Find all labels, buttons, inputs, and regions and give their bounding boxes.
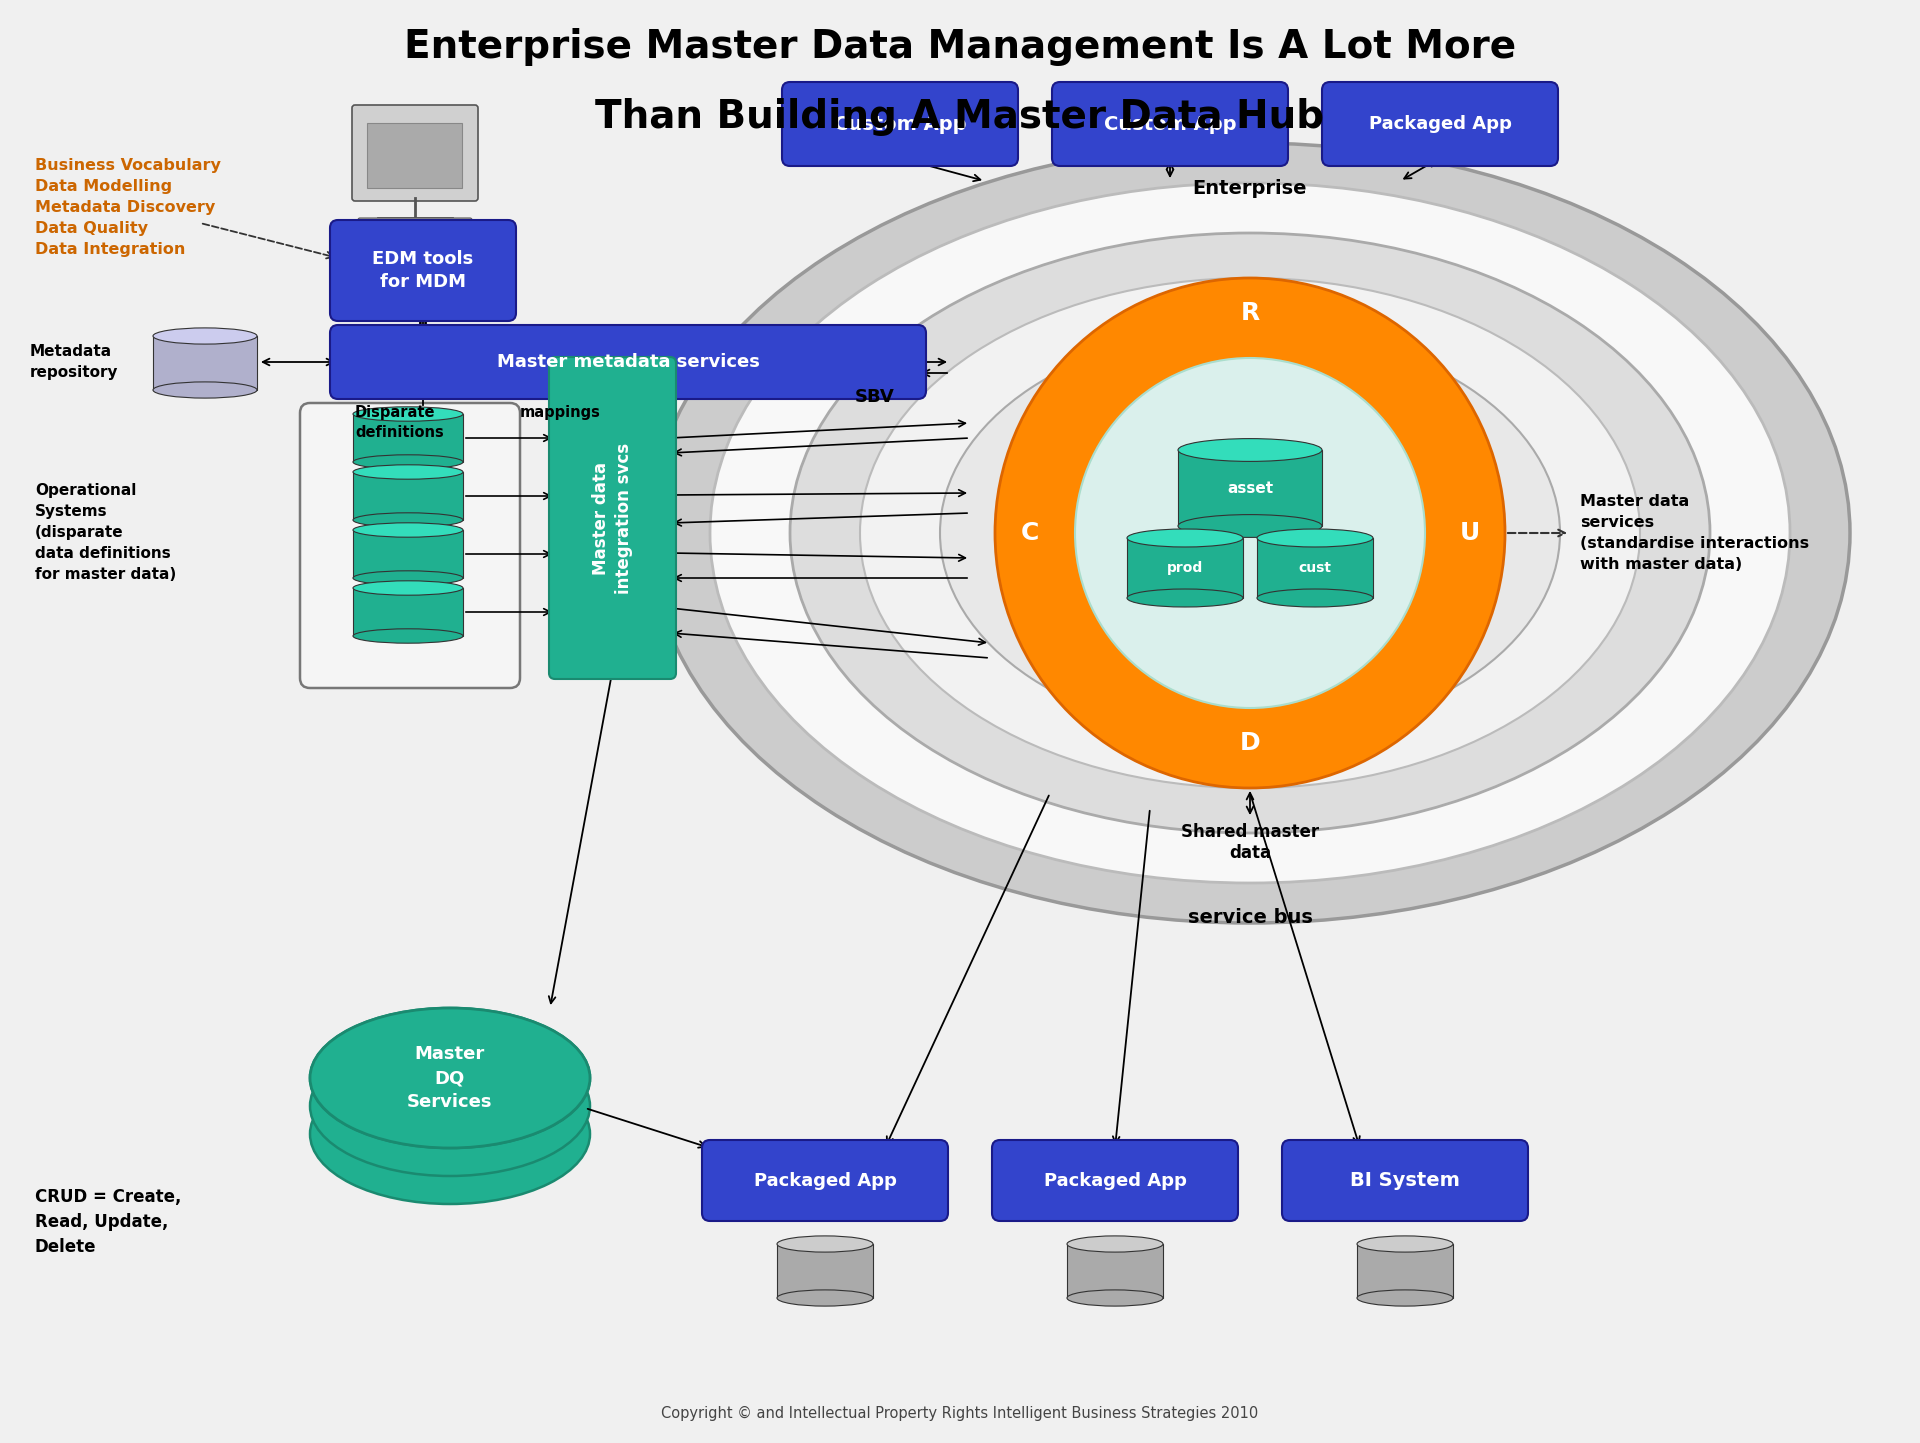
Text: U: U xyxy=(1459,521,1480,545)
Polygon shape xyxy=(1357,1244,1453,1299)
Polygon shape xyxy=(353,587,463,636)
Text: Disparate
definitions: Disparate definitions xyxy=(355,405,444,440)
Ellipse shape xyxy=(353,580,463,595)
Text: C: C xyxy=(1021,521,1039,545)
Text: D: D xyxy=(1240,732,1260,755)
Ellipse shape xyxy=(309,1009,589,1149)
Text: Enterprise Master Data Management Is A Lot More: Enterprise Master Data Management Is A L… xyxy=(403,27,1517,66)
FancyBboxPatch shape xyxy=(549,356,676,680)
Ellipse shape xyxy=(1357,1290,1453,1306)
Polygon shape xyxy=(1179,450,1323,527)
Polygon shape xyxy=(353,414,463,462)
Text: Metadata
repository: Metadata repository xyxy=(31,343,119,380)
Ellipse shape xyxy=(154,328,257,343)
Ellipse shape xyxy=(353,465,463,479)
Text: Packaged App: Packaged App xyxy=(753,1172,897,1189)
Ellipse shape xyxy=(1258,589,1373,608)
FancyBboxPatch shape xyxy=(781,82,1018,166)
Text: Operational
Systems
(disparate
data definitions
for master data): Operational Systems (disparate data defi… xyxy=(35,483,177,582)
Ellipse shape xyxy=(353,407,463,421)
FancyBboxPatch shape xyxy=(357,218,472,237)
Ellipse shape xyxy=(353,512,463,527)
Text: Enterprise: Enterprise xyxy=(1192,179,1308,198)
Ellipse shape xyxy=(778,1290,874,1306)
Text: EDM tools
for MDM: EDM tools for MDM xyxy=(372,251,474,290)
FancyBboxPatch shape xyxy=(330,325,925,400)
Text: Copyright © and Intellectual Property Rights Intelligent Business Strategies 201: Copyright © and Intellectual Property Ri… xyxy=(660,1405,1260,1420)
Ellipse shape xyxy=(1068,1235,1164,1253)
Text: Master data
services
(standardise interactions
with master data): Master data services (standardise intera… xyxy=(1580,494,1809,571)
FancyBboxPatch shape xyxy=(367,123,463,188)
Circle shape xyxy=(1075,358,1425,709)
FancyBboxPatch shape xyxy=(351,105,478,201)
Text: prod: prod xyxy=(1167,561,1204,574)
Polygon shape xyxy=(1068,1244,1164,1299)
FancyBboxPatch shape xyxy=(703,1140,948,1221)
Text: service bus: service bus xyxy=(1188,908,1313,926)
Ellipse shape xyxy=(154,382,257,398)
Ellipse shape xyxy=(941,328,1559,737)
FancyBboxPatch shape xyxy=(1052,82,1288,166)
Ellipse shape xyxy=(710,183,1789,883)
Text: Master
DQ
Services: Master DQ Services xyxy=(407,1045,493,1111)
Polygon shape xyxy=(1258,538,1373,597)
FancyBboxPatch shape xyxy=(330,219,516,320)
Polygon shape xyxy=(353,472,463,519)
Ellipse shape xyxy=(1127,530,1242,547)
Ellipse shape xyxy=(651,143,1851,924)
Text: SBV: SBV xyxy=(854,388,895,405)
Text: Business Vocabulary
Data Modelling
Metadata Discovery
Data Quality
Data Integrat: Business Vocabulary Data Modelling Metad… xyxy=(35,157,221,257)
Ellipse shape xyxy=(309,1063,589,1203)
Ellipse shape xyxy=(1357,1235,1453,1253)
Ellipse shape xyxy=(353,629,463,644)
Text: cust: cust xyxy=(1298,561,1331,574)
Text: mappings: mappings xyxy=(520,405,601,420)
Ellipse shape xyxy=(860,278,1640,788)
Polygon shape xyxy=(1127,538,1242,597)
Ellipse shape xyxy=(309,1036,589,1176)
Ellipse shape xyxy=(353,571,463,586)
Text: CRUD = Create,
Read, Update,
Delete: CRUD = Create, Read, Update, Delete xyxy=(35,1188,180,1255)
Ellipse shape xyxy=(1179,515,1323,537)
Polygon shape xyxy=(353,530,463,579)
FancyBboxPatch shape xyxy=(1283,1140,1528,1221)
Ellipse shape xyxy=(778,1235,874,1253)
Ellipse shape xyxy=(1179,439,1323,462)
Text: Packaged App: Packaged App xyxy=(1369,115,1511,133)
Circle shape xyxy=(995,278,1505,788)
Ellipse shape xyxy=(1068,1290,1164,1306)
Text: Master data
integration svcs: Master data integration svcs xyxy=(593,443,632,593)
Text: Packaged App: Packaged App xyxy=(1044,1172,1187,1189)
FancyBboxPatch shape xyxy=(993,1140,1238,1221)
Polygon shape xyxy=(154,336,257,390)
FancyBboxPatch shape xyxy=(300,403,520,688)
Text: Custom App: Custom App xyxy=(833,114,966,134)
Text: Master metadata services: Master metadata services xyxy=(497,354,760,371)
Ellipse shape xyxy=(1258,530,1373,547)
Ellipse shape xyxy=(353,455,463,469)
Text: Shared master
data: Shared master data xyxy=(1181,823,1319,861)
Ellipse shape xyxy=(309,1009,589,1149)
Text: asset: asset xyxy=(1227,481,1273,495)
Ellipse shape xyxy=(1127,589,1242,608)
FancyBboxPatch shape xyxy=(1323,82,1557,166)
Ellipse shape xyxy=(353,522,463,537)
Text: R: R xyxy=(1240,302,1260,325)
Text: Than Building A Master Data Hub: Than Building A Master Data Hub xyxy=(595,98,1325,136)
Text: BI System: BI System xyxy=(1350,1172,1459,1190)
Polygon shape xyxy=(778,1244,874,1299)
Text: Custom App: Custom App xyxy=(1104,114,1236,134)
Ellipse shape xyxy=(789,232,1711,833)
